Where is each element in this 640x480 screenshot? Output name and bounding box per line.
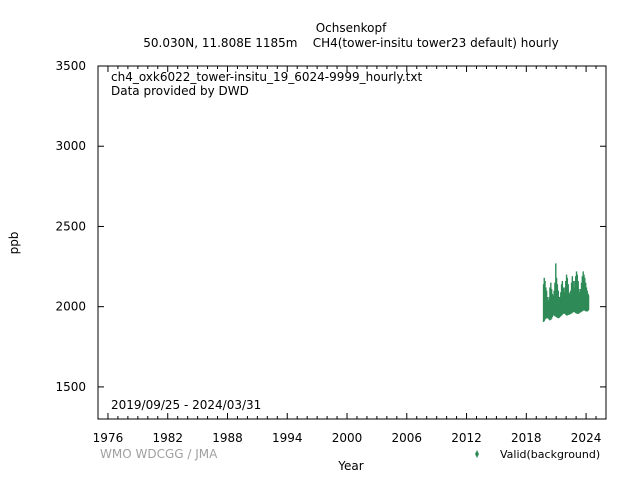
- data-series-valid-background: [542, 263, 590, 322]
- legend-label: Valid(background): [500, 448, 600, 461]
- x-tick-label: 1994: [272, 431, 303, 445]
- y-tick-label: 3000: [55, 139, 86, 153]
- x-axis: 1976 1982 1988 1994 2000 2006 2012 2018 2024: [93, 66, 607, 445]
- x-tick-label: 2000: [332, 431, 363, 445]
- plot-frame: [97, 65, 607, 420]
- x-tick-label: 1982: [152, 431, 183, 445]
- x-tick-label: 2018: [511, 431, 542, 445]
- x-tick-label: 1988: [212, 431, 243, 445]
- x-tick-label: 2012: [451, 431, 482, 445]
- x-tick-label: 1976: [93, 431, 124, 445]
- x-tick-label: 2024: [571, 431, 602, 445]
- chart-subtitle: 50.030N, 11.808E 1185m CH4(tower-insitu …: [143, 36, 558, 50]
- annotation-filename: ch4_oxk6022_tower-insitu_19_6024-9999_ho…: [111, 70, 422, 84]
- chart-title: Ochsenkopf: [316, 21, 387, 35]
- y-axis-label: ppb: [7, 232, 21, 255]
- annotation-date-range: 2019/09/25 - 2024/03/31: [111, 398, 261, 412]
- y-tick-label: 2500: [55, 219, 86, 233]
- legend-marker-icon: [475, 450, 479, 458]
- credit-text: WMO WDCGG / JMA: [100, 447, 218, 461]
- y-axis: 1500 2000 2500 3000 3500: [55, 59, 606, 394]
- legend: Valid(background): [475, 448, 600, 461]
- annotation-provider: Data provided by DWD: [111, 84, 249, 98]
- y-tick-label: 3500: [55, 59, 86, 73]
- x-tick-label: 2006: [392, 431, 423, 445]
- y-tick-label: 1500: [55, 380, 86, 394]
- x-axis-label: Year: [337, 459, 363, 473]
- y-tick-label: 2000: [55, 300, 86, 314]
